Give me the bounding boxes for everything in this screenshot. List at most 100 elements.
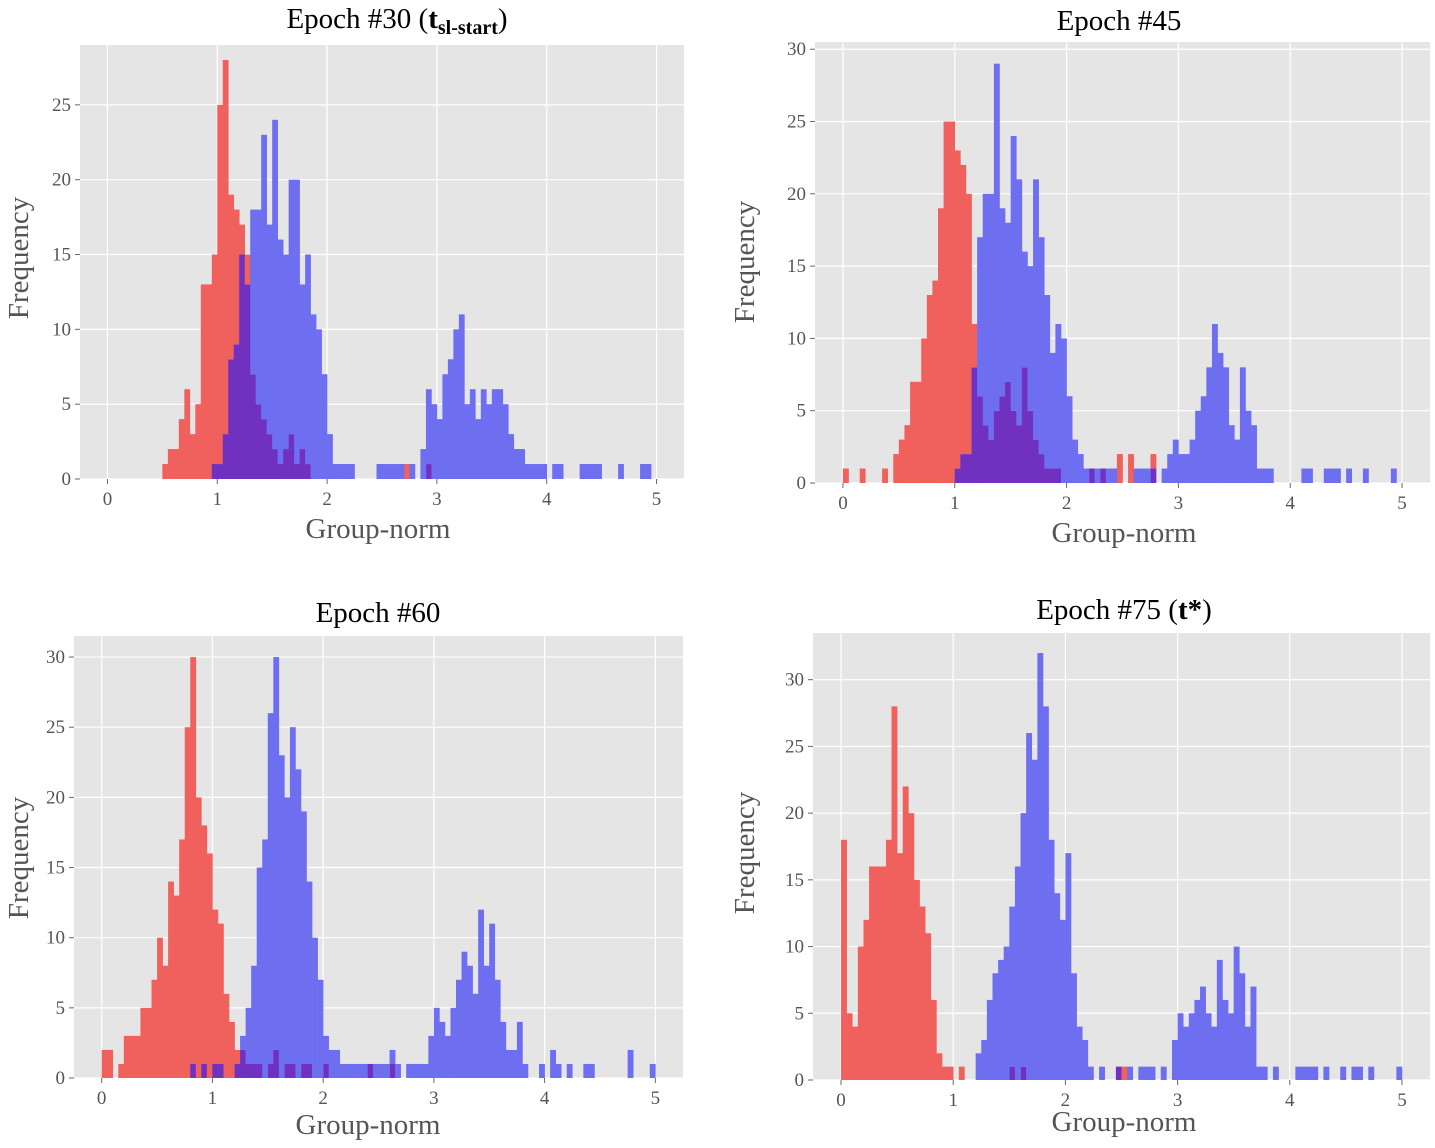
histogram-bar-blue bbox=[1334, 468, 1341, 483]
x-tick-label: 3 bbox=[429, 1088, 439, 1109]
y-tick-label: 15 bbox=[785, 870, 804, 891]
y-tick-label: 20 bbox=[787, 184, 806, 205]
histogram-bar-blue bbox=[382, 464, 388, 479]
histogram-bar-blue bbox=[1105, 468, 1112, 483]
y-tick-label: 15 bbox=[52, 245, 71, 266]
histogram-bar-overlap bbox=[228, 359, 235, 479]
histogram-bar-blue bbox=[278, 755, 285, 1078]
histogram-bar-overlap bbox=[1033, 439, 1039, 483]
histogram-bar-overlap bbox=[971, 367, 978, 483]
histogram-bar-overlap bbox=[284, 1063, 291, 1078]
histogram-bar-blue bbox=[339, 1063, 346, 1078]
y-tick-label: 15 bbox=[46, 858, 65, 879]
histogram-bar-blue bbox=[461, 951, 468, 1078]
histogram-bar-red bbox=[902, 786, 909, 1080]
histogram-bar-blue bbox=[312, 937, 318, 1078]
histogram-bar-red bbox=[841, 839, 847, 1080]
y-axis-label: Frequency bbox=[3, 196, 35, 319]
histogram-bar-blue bbox=[1340, 1066, 1347, 1080]
histogram-bar-overlap bbox=[1115, 1066, 1122, 1080]
histogram-bar-red bbox=[919, 906, 926, 1080]
histogram-bar-overlap bbox=[277, 464, 284, 479]
histogram-bar-red bbox=[1150, 454, 1157, 469]
y-axis-label: Frequency bbox=[3, 796, 35, 919]
y-tick-label: 5 bbox=[56, 998, 66, 1019]
histogram-bar-blue bbox=[1189, 439, 1196, 483]
histogram-bar-red bbox=[842, 468, 849, 483]
y-tick-label: 10 bbox=[785, 937, 804, 958]
histogram-bar-red bbox=[173, 895, 180, 1078]
histogram-bar-blue bbox=[1003, 946, 1010, 1080]
histogram-bar-blue bbox=[1133, 468, 1140, 483]
histogram-bar-blue bbox=[522, 1063, 529, 1078]
histogram-bar-blue bbox=[356, 1063, 363, 1078]
x-tick-label: 1 bbox=[950, 493, 960, 514]
histogram-bar-red bbox=[954, 150, 961, 469]
histogram-bar-overlap bbox=[993, 410, 1000, 483]
histogram-bar-blue bbox=[649, 1063, 656, 1078]
histogram-bar-overlap bbox=[266, 434, 273, 479]
x-tick-label: 5 bbox=[652, 489, 662, 510]
histogram-bar-blue bbox=[1206, 367, 1213, 483]
x-tick-label: 3 bbox=[432, 489, 442, 510]
histogram-panel-epoch-60: Epoch #60 Frequency Group-norm 051015202… bbox=[3, 597, 683, 1141]
histogram-bar-blue bbox=[1228, 425, 1235, 483]
x-tick-label: 2 bbox=[1062, 493, 1072, 514]
histogram-bar-blue bbox=[411, 1063, 418, 1078]
histogram-bar-red bbox=[863, 919, 870, 1080]
histogram-bar-blue bbox=[1087, 1066, 1094, 1080]
y-tick-label: 5 bbox=[795, 1003, 805, 1024]
histogram-bar-blue bbox=[550, 1049, 556, 1078]
histogram-bar-blue bbox=[489, 923, 496, 1078]
x-tick-label: 0 bbox=[838, 493, 848, 514]
x-axis-label: Group-norm bbox=[306, 513, 451, 545]
histogram-bar-overlap bbox=[239, 254, 246, 479]
histogram-bar-blue bbox=[539, 1063, 545, 1078]
histogram-bar-red bbox=[217, 104, 224, 465]
histogram-bar-blue bbox=[1076, 1026, 1083, 1080]
histogram-bar-red bbox=[1128, 454, 1134, 483]
histogram-bar-red bbox=[869, 866, 875, 1080]
histogram-bar-blue bbox=[478, 909, 484, 1078]
histogram-bar-red bbox=[234, 1049, 241, 1064]
histogram-bar-overlap bbox=[999, 396, 1006, 483]
histogram-bar-red bbox=[880, 866, 887, 1080]
histogram-bar-red bbox=[217, 923, 224, 1064]
histogram-bar-overlap bbox=[256, 1063, 263, 1078]
histogram-bar-blue bbox=[1396, 1066, 1403, 1080]
histogram-bar-blue bbox=[431, 404, 438, 479]
histogram-bar-overlap bbox=[190, 1063, 197, 1078]
histogram-bar-red bbox=[852, 1026, 859, 1080]
x-tick-label: 0 bbox=[103, 489, 113, 510]
histogram-bar-overlap bbox=[425, 464, 432, 479]
histogram-bar-blue bbox=[1239, 367, 1246, 483]
histogram-bar-blue bbox=[305, 254, 311, 465]
histogram-bar-red bbox=[167, 449, 174, 479]
histogram-bar-blue bbox=[993, 63, 1000, 411]
histogram-bar-blue bbox=[975, 1053, 982, 1080]
histogram-bar-blue bbox=[376, 464, 383, 479]
histogram-bar-blue bbox=[420, 449, 427, 479]
histogram-bar-overlap bbox=[960, 454, 967, 483]
histogram-bar-blue bbox=[1016, 179, 1023, 426]
histogram-bar-blue bbox=[1044, 295, 1051, 469]
chart-title: Epoch #45 bbox=[1057, 5, 1182, 37]
histogram-bar-red bbox=[212, 909, 219, 1064]
histogram-bar-overlap bbox=[250, 374, 257, 479]
histogram-bar-blue bbox=[588, 1063, 595, 1078]
histogram-bar-blue bbox=[343, 464, 350, 479]
histogram-bar-blue bbox=[317, 979, 324, 1078]
histogram-bar-blue bbox=[1222, 999, 1229, 1080]
histogram-bar-blue bbox=[541, 464, 548, 479]
histogram-bar-blue bbox=[491, 389, 498, 479]
histogram-bar-blue bbox=[1256, 1066, 1263, 1080]
histogram-bar-overlap bbox=[217, 464, 224, 479]
x-tick-label: 5 bbox=[1397, 493, 1407, 514]
histogram-bar-red bbox=[101, 1049, 108, 1078]
y-tick-label: 15 bbox=[787, 256, 806, 277]
histogram-bar-red bbox=[190, 657, 197, 1064]
histogram-bar-blue bbox=[1262, 468, 1269, 483]
histogram-bar-red bbox=[189, 434, 196, 479]
histogram-bar-blue bbox=[425, 389, 432, 465]
histogram-bar-blue bbox=[406, 1063, 413, 1078]
